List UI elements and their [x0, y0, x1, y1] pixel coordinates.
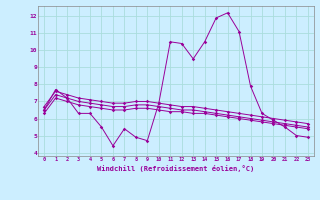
- X-axis label: Windchill (Refroidissement éolien,°C): Windchill (Refroidissement éolien,°C): [97, 165, 255, 172]
